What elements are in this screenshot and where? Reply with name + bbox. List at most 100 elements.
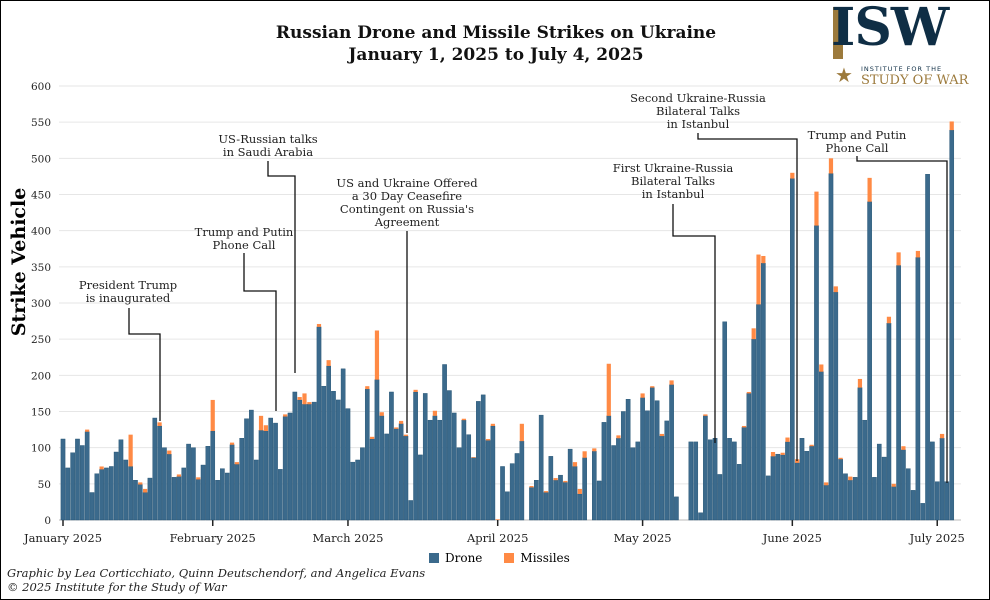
missile-bar: [176, 474, 182, 477]
missile-bar: [302, 393, 307, 405]
logo-pillar-icon: [833, 7, 843, 59]
drone-bar: [741, 427, 747, 521]
star-icon: ★: [835, 63, 853, 87]
drone-bar: [635, 441, 641, 521]
x-tick-label: May 2025: [614, 531, 672, 545]
missile-bar: [263, 425, 268, 432]
drone-bar: [451, 412, 457, 521]
annotation-line: Bilateral Talks: [631, 174, 715, 188]
drone-bar: [500, 466, 505, 521]
drone-bar: [456, 447, 462, 521]
drone-bar: [99, 469, 104, 521]
drone-bar: [558, 474, 563, 521]
missile-bar: [529, 486, 534, 488]
drone-bar: [75, 438, 80, 521]
drone-bar: [669, 384, 674, 521]
drone-bar: [461, 419, 467, 521]
annotation-line: in Istanbul: [666, 117, 730, 131]
drone-bar: [282, 416, 288, 521]
drone-bar: [152, 417, 158, 521]
annotation-line: First Ukraine-Russia: [612, 161, 734, 175]
drone-bar: [891, 486, 897, 521]
missile-bar: [167, 450, 172, 455]
drone-bar: [819, 371, 824, 521]
x-tick-label: July 2025: [909, 531, 965, 545]
drone-bar: [905, 468, 911, 521]
drone-bar: [775, 453, 781, 521]
chart-subtitle: January 1, 2025 to July 4, 2025: [348, 45, 644, 65]
drone-bar: [838, 459, 843, 521]
drone-bar: [611, 445, 616, 521]
missile-bar: [138, 482, 143, 485]
missile-bar: [432, 410, 438, 416]
drone-swatch: [429, 553, 439, 563]
drone-bar: [780, 454, 785, 521]
missile-bar: [374, 330, 380, 380]
missile-bar: [901, 446, 906, 450]
missile-bar: [939, 433, 945, 439]
drone-bar: [234, 464, 240, 521]
logo-text: ISW: [831, 0, 949, 58]
drone-bar: [89, 492, 95, 521]
drone-bar: [901, 449, 906, 521]
drone-bar: [336, 399, 341, 521]
legend-item-drone: Drone: [429, 551, 482, 565]
missile-bar: [833, 286, 838, 293]
missile-bar: [770, 452, 776, 457]
drone-bar: [326, 365, 331, 521]
drone-bar: [389, 391, 394, 521]
drone-bar: [142, 492, 148, 521]
drone-bar: [350, 461, 356, 521]
missile-bar: [485, 438, 491, 441]
drone-bar: [398, 423, 404, 521]
drone-bar: [176, 476, 182, 521]
drone-bar: [258, 430, 264, 521]
missile-bar: [819, 364, 824, 372]
missile-bar: [795, 459, 800, 463]
annotation-line: US-Russian talks: [218, 132, 318, 146]
drone-bar: [896, 265, 901, 521]
missile-bar: [316, 323, 322, 327]
drone-bar: [765, 475, 771, 521]
drone-bar: [659, 435, 665, 521]
drone-bar: [828, 173, 834, 521]
drone-bar: [712, 438, 718, 521]
drone-bar: [408, 500, 414, 521]
drone-bar: [311, 401, 317, 521]
drone-bar: [857, 387, 863, 521]
annotation-line: Phone Call: [212, 238, 276, 252]
drone-bar: [862, 419, 868, 521]
drone-bar: [403, 435, 409, 521]
missile-bar: [838, 457, 843, 460]
y-tick-label: 600: [31, 81, 51, 93]
drone-bar: [693, 441, 699, 521]
missile-bar: [519, 423, 524, 442]
missile-bar: [703, 414, 708, 416]
drone-bar: [432, 415, 438, 521]
drone-bar: [601, 422, 607, 521]
drone-bar: [630, 447, 636, 521]
drone-bar: [364, 388, 370, 521]
missile-bar: [553, 478, 558, 481]
missile-bar: [143, 488, 148, 493]
drone-bar: [263, 430, 269, 521]
legend-label: Drone: [445, 551, 483, 565]
y-tick-label: 300: [31, 298, 51, 310]
missile-bar: [857, 378, 863, 388]
drone-bar: [466, 434, 472, 521]
annotation-connector: [856, 156, 948, 483]
annotation-phone-call-jul: Trump and Putin Phone Call: [808, 129, 907, 155]
logo-line2: STUDY OF WAR: [861, 73, 969, 88]
drone-bar: [794, 462, 800, 521]
drone-bar: [157, 425, 162, 521]
missile-bar: [399, 420, 404, 424]
drone-bar: [538, 414, 544, 521]
missile-bar: [413, 389, 418, 392]
missile-bar: [196, 477, 201, 480]
missile-bar: [785, 437, 790, 442]
drone-bar: [939, 438, 945, 521]
missile-bar: [606, 363, 611, 416]
drone-bar: [249, 409, 254, 521]
drone-bar: [340, 368, 346, 521]
drone-bar: [147, 477, 153, 521]
